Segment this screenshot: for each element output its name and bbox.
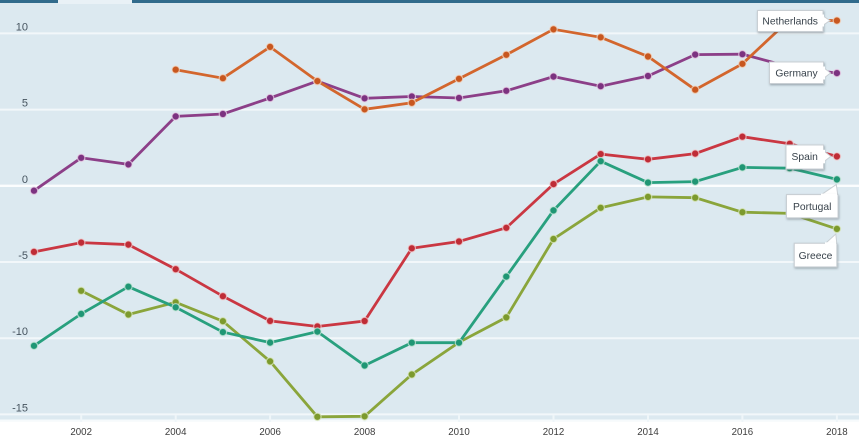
svg-text:0: 0 [22,174,28,186]
svg-text:2012: 2012 [543,427,565,438]
svg-text:-15: -15 [12,402,28,414]
svg-text:Netherlands: Netherlands [762,17,818,28]
svg-text:2002: 2002 [70,427,92,438]
svg-text:2014: 2014 [637,427,659,438]
svg-text:2016: 2016 [732,427,754,438]
svg-text:10: 10 [16,21,28,33]
svg-text:Spain: Spain [792,152,819,163]
svg-text:5: 5 [22,98,28,110]
svg-text:2010: 2010 [448,427,470,438]
svg-text:Portugal: Portugal [793,202,831,213]
svg-text:-5: -5 [18,250,28,262]
svg-text:-10: -10 [12,326,28,338]
svg-text:Greece: Greece [799,251,833,262]
svg-text:2006: 2006 [259,427,281,438]
svg-text:2004: 2004 [165,427,187,438]
svg-text:2008: 2008 [354,427,376,438]
svg-text:Germany: Germany [775,69,818,80]
svg-text:2018: 2018 [826,427,848,438]
